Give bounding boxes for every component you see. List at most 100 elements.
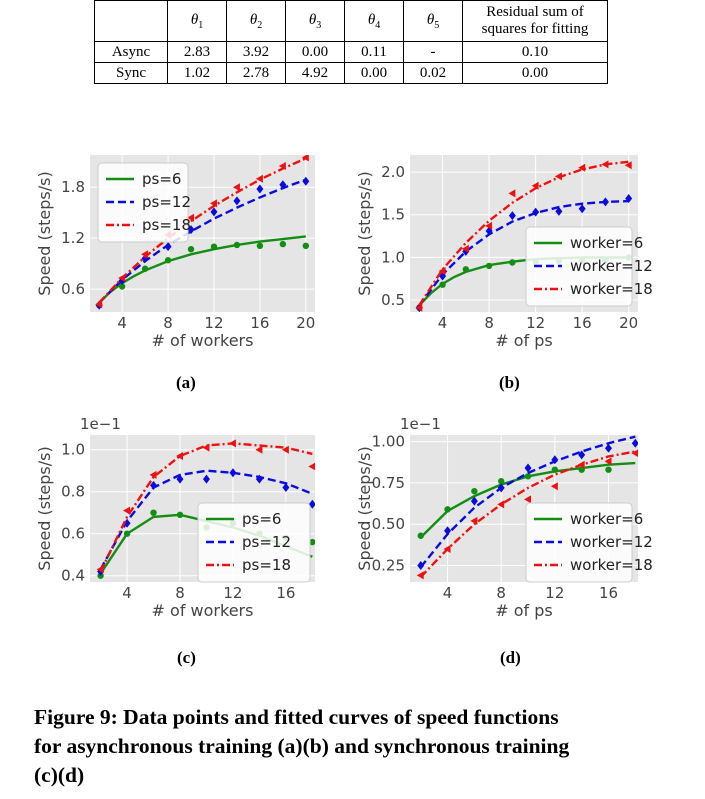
x-tick-label: 20: [296, 314, 315, 332]
row-label-async: Async: [94, 41, 168, 63]
data-point: [471, 487, 478, 495]
data-point: [301, 155, 309, 162]
data-point: [282, 483, 290, 492]
data-point: [438, 267, 446, 276]
data-point: [123, 506, 131, 515]
data-point: [202, 443, 210, 452]
data-point: [551, 455, 559, 465]
data-point: [228, 439, 236, 448]
data-point: [141, 265, 149, 272]
header-residual-line1: Residual sum of: [486, 4, 584, 20]
data-point: [202, 474, 210, 484]
y-tick-label: 0.50: [372, 515, 405, 533]
legend-entry: ps=18: [142, 216, 191, 234]
caption-line-3: (c)(d): [34, 763, 85, 787]
data-point: [417, 532, 424, 539]
header-residual-line2: squares for fitting: [481, 21, 589, 37]
header-residual: Residual sum of squares for fitting: [462, 0, 608, 42]
table-cell: 3.92: [226, 41, 286, 63]
x-tick-label: 12: [526, 314, 545, 332]
data-point: [255, 445, 263, 454]
legend: ps=6 ps=12 ps=18: [97, 162, 191, 243]
legend: worker=6 worker=12 worker=18: [525, 502, 653, 583]
y-tick-label: 0.5: [381, 291, 405, 309]
data-point: [164, 242, 172, 252]
legend-entry: worker=6: [570, 510, 643, 528]
data-point: [302, 176, 310, 186]
panel-label-b: (b): [499, 373, 520, 392]
data-point: [439, 281, 446, 288]
data-point: [601, 160, 609, 169]
data-point: [176, 511, 184, 518]
axis-multiplier: 1e−1: [400, 415, 441, 433]
x-axis-label: # of ps: [495, 331, 553, 350]
x-tick-label: 16: [276, 584, 295, 602]
header-theta-4: θ4: [344, 0, 404, 42]
figure-caption: Figure 9: Data points and fitted curves …: [34, 703, 674, 790]
data-point: [485, 226, 493, 236]
axis-multiplier: 1e−1: [80, 415, 121, 433]
data-point: [118, 274, 126, 283]
legend-box: [97, 162, 189, 243]
chart-a: 4 8 12 16 20 0.6 1.2 1.8 # of workers Speed (step…: [35, 155, 315, 350]
plot-content: [416, 435, 638, 580]
table-corner-cell: [94, 0, 168, 42]
data-point: [578, 450, 586, 460]
header-theta-2: θ2: [226, 0, 286, 42]
data-point: [123, 518, 131, 528]
y-axis-label: Speed (steps/s): [355, 446, 374, 570]
legend-entry: ps=6: [142, 170, 181, 188]
data-point: [187, 213, 195, 222]
x-tick-label: 16: [599, 584, 618, 602]
x-tick-label: 8: [175, 584, 185, 602]
data-point: [417, 560, 425, 570]
data-point: [309, 538, 315, 546]
y-axis-label: Speed (steps/s): [355, 171, 374, 295]
x-tick-label: 4: [443, 584, 453, 602]
data-point: [141, 250, 149, 259]
data-point: [605, 466, 612, 473]
data-point: [531, 181, 539, 190]
data-point: [233, 241, 241, 249]
data-point: [96, 565, 104, 574]
chart-b: 4 8 12 16 20 0.5 1.0 1.5 2.0 # of ps Speed (steps/…: [355, 155, 653, 350]
data-point: [578, 204, 586, 214]
parameters-table: θ1 θ2 θ3 θ4 θ5 Residual sum of squares f…: [94, 0, 608, 84]
data-point: [176, 452, 183, 460]
data-point: [497, 483, 505, 493]
data-point: [444, 506, 451, 513]
x-tick-label: 16: [250, 314, 269, 332]
data-point: [415, 303, 423, 312]
data-point: [462, 266, 470, 273]
chart-c: 4 8 12 16 0.4 0.6 0.8 1.0 1e−1 # of workers Speed …: [35, 415, 315, 620]
table-cell: 0.11: [344, 41, 404, 63]
data-point: [210, 207, 218, 217]
legend: ps=6 ps=12 ps=18: [197, 502, 311, 583]
data-point: [176, 474, 184, 484]
data-point: [187, 246, 195, 253]
y-tick-label: 0.8: [61, 483, 85, 501]
x-tick-label: 16: [573, 314, 592, 332]
data-point: [624, 161, 632, 170]
legend-box: [197, 502, 311, 583]
y-axis-label: Speed (steps/s): [35, 171, 54, 295]
data-point: [308, 499, 315, 509]
data-point: [210, 243, 218, 250]
data-point: [508, 211, 516, 221]
fit-line-worker=18: [419, 450, 636, 578]
fit-line-ps=18: [98, 157, 307, 304]
legend-entry: worker=12: [570, 533, 653, 551]
table-cell: -: [403, 41, 463, 63]
data-point: [123, 530, 131, 537]
y-tick-label: 1.2: [61, 229, 85, 247]
legend-box: [525, 226, 633, 307]
data-point: [524, 495, 532, 504]
data-point: [578, 466, 585, 473]
data-point: [498, 478, 505, 485]
y-tick-label: 0.6: [61, 525, 85, 543]
x-axis-label: # of workers: [152, 601, 254, 620]
data-point: [485, 221, 493, 230]
x-tick-label: 4: [122, 584, 132, 602]
data-point: [281, 445, 289, 454]
legend-entry: worker=12: [570, 257, 653, 275]
